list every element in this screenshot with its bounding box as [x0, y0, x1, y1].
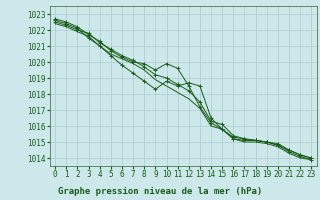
- Text: Graphe pression niveau de la mer (hPa): Graphe pression niveau de la mer (hPa): [58, 187, 262, 196]
